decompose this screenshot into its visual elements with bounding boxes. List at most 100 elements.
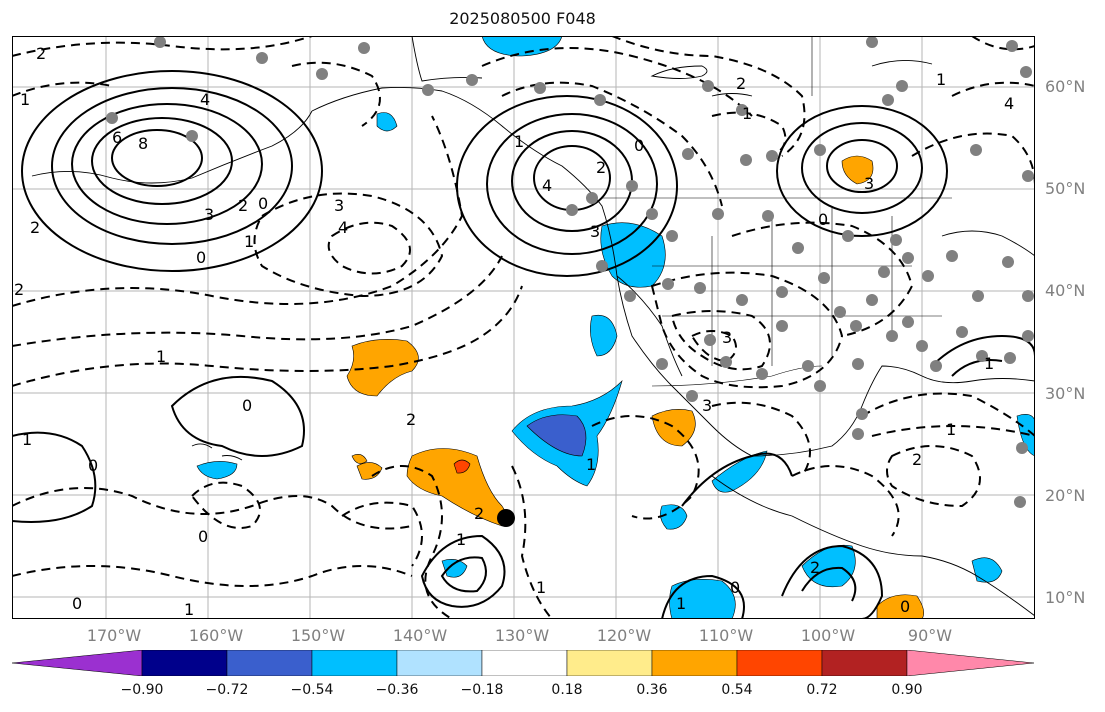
colorbar-extend-left	[12, 650, 143, 676]
lon-label-170w: 170°W	[86, 626, 142, 645]
shade-orange-1	[346, 339, 419, 397]
lat-label-30n: 30°N	[1045, 384, 1086, 403]
contour-label: 1	[984, 354, 995, 373]
colorbar-segment	[651, 650, 738, 676]
shade-red-1	[453, 459, 471, 474]
contour-label: 1	[22, 430, 33, 449]
colorbar-tick: 0.18	[551, 682, 583, 698]
lon-label-150w: 150°W	[290, 626, 346, 645]
colorbar-tick: 0.54	[721, 682, 753, 698]
map-svg	[12, 36, 1035, 619]
contour-label: 1	[946, 420, 957, 439]
contour-label: 1	[936, 70, 947, 89]
shade-blue-south1	[669, 579, 736, 619]
shade-blue-caribbean	[971, 557, 1003, 583]
contour-label: 2	[14, 280, 25, 299]
contour-label: 2	[736, 74, 747, 93]
shade-blue-small	[441, 559, 468, 578]
shade-orange-small2	[356, 462, 383, 480]
lon-label-120w: 120°W	[596, 626, 652, 645]
lat-label-60n: 60°N	[1045, 77, 1086, 96]
shade-orange-2	[406, 448, 508, 527]
contour-label: 3	[334, 196, 345, 215]
colorbar-tick: 0.72	[806, 682, 838, 698]
map-title: 2025080500 F048	[449, 9, 596, 28]
contour-label: 2	[810, 558, 821, 577]
shade-blue-sw	[660, 504, 688, 530]
colorbar-tick: −0.54	[290, 682, 334, 698]
shade-darkblue-pacific	[526, 414, 587, 457]
lat-label-40n: 40°N	[1045, 281, 1086, 300]
contour-label: 1	[184, 600, 195, 619]
lon-label-130w: 130°W	[494, 626, 550, 645]
contour-label: 4	[542, 176, 553, 195]
shade-orange-ne	[841, 155, 874, 185]
colorbar-segment	[396, 650, 483, 676]
colorbar-segment	[311, 650, 398, 676]
contour-label: 1	[456, 530, 467, 549]
colorbar-extend-right	[906, 650, 1035, 676]
graticule	[12, 36, 1035, 619]
contour-label: 2	[30, 218, 41, 237]
lon-label-140w: 140°W	[392, 626, 448, 645]
contour-label: 2	[474, 504, 485, 523]
colorbar-tick: −0.72	[205, 682, 249, 698]
colorbar	[12, 650, 1035, 676]
contour-label: 0	[818, 210, 829, 229]
shade-orange-small	[351, 454, 368, 464]
shade-blue-hawaii	[196, 461, 238, 480]
contour-label: 3	[702, 396, 713, 415]
coastlines	[31, 36, 1035, 617]
colorbar-tick: 0.90	[891, 682, 923, 698]
contour-label: 4	[200, 90, 211, 109]
colorbar-segments	[12, 650, 1035, 676]
contour-label: 0	[258, 194, 269, 213]
solid-contours	[12, 70, 1035, 619]
contour-label: 2	[406, 410, 417, 429]
contour-label: 4	[338, 218, 349, 237]
contour-label: 0	[634, 136, 645, 155]
contour-label: 4	[1004, 94, 1015, 113]
contour-label: 0	[242, 396, 253, 415]
colorbar-tick: −0.36	[375, 682, 419, 698]
contour-label: 8	[138, 134, 149, 153]
contour-label: 2	[596, 158, 607, 177]
contour-label: 3	[864, 174, 875, 193]
black-marker	[497, 509, 515, 527]
colorbar-tick: 0.36	[636, 682, 668, 698]
contour-label: 3	[722, 328, 733, 347]
colorbar-tick: −0.90	[120, 682, 164, 698]
colorbar-segment	[821, 650, 908, 676]
shade-blue-baja	[590, 314, 618, 357]
lat-label-50n: 50°N	[1045, 179, 1086, 198]
contour-label: 0	[88, 456, 99, 475]
shaded-regions	[196, 36, 1035, 619]
contour-label: 0	[730, 578, 741, 597]
colorbar-segment	[226, 650, 313, 676]
contour-label: 1	[586, 455, 597, 474]
contour-label: 1	[514, 132, 525, 151]
lat-label-20n: 20°N	[1045, 486, 1086, 505]
contour-label: 1	[156, 347, 167, 366]
station-dots	[106, 36, 1034, 508]
lat-label-10n: 10°N	[1045, 588, 1086, 607]
lon-label-110w: 110°W	[698, 626, 754, 645]
contour-label: 1	[244, 232, 255, 251]
contour-label: 0	[72, 594, 83, 613]
lon-label-90w: 90°W	[907, 626, 953, 645]
contour-label: 3	[204, 205, 215, 224]
contour-label: 0	[900, 597, 911, 616]
contour-label: 1	[676, 594, 687, 613]
contour-label: 0	[198, 527, 209, 546]
colorbar-segment	[566, 650, 653, 676]
colorbar-segment	[481, 650, 568, 676]
contour-label: 1	[20, 90, 31, 109]
contour-label: 3	[590, 222, 601, 241]
contour-label: 1	[742, 104, 753, 123]
shade-orange-baja	[651, 409, 696, 447]
lon-label-100w: 100°W	[800, 626, 856, 645]
shade-orange-south	[876, 594, 924, 619]
map-panel[interactable]	[12, 36, 1035, 619]
dashed-contours	[12, 36, 1035, 619]
shade-blue-small2	[376, 112, 398, 132]
